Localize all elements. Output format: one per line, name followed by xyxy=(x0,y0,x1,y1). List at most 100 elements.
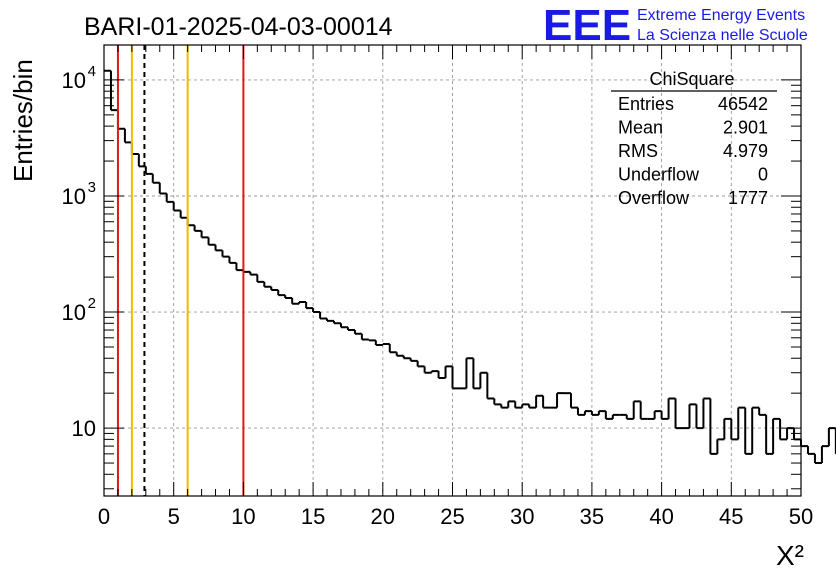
y-tick-label: 10 xyxy=(72,416,96,441)
histogram-bin xyxy=(200,230,209,239)
histogram-bin xyxy=(207,237,216,246)
histogram-bin xyxy=(444,365,453,379)
stats-row-value: 0 xyxy=(758,165,768,185)
histogram-bin xyxy=(339,323,348,329)
histogram-bin xyxy=(632,400,641,419)
histogram-bin xyxy=(193,225,202,232)
histogram-bin xyxy=(639,401,648,420)
histogram-bin xyxy=(521,403,530,408)
eee-logo: EEE Extreme Energy Events La Scienza nel… xyxy=(543,1,808,50)
histogram-bin xyxy=(611,413,620,419)
histogram-bin xyxy=(326,318,335,322)
histogram-bin xyxy=(695,404,704,430)
histogram-bin xyxy=(702,397,711,429)
histogram-bin xyxy=(800,439,808,448)
histogram-bin xyxy=(123,128,132,144)
histogram-bin xyxy=(242,270,251,273)
x-tick-label: 15 xyxy=(301,504,325,529)
histogram-bin xyxy=(284,295,293,300)
logo-mark: EEE xyxy=(543,1,631,50)
histogram-bin xyxy=(597,410,606,415)
x-tick-label: 35 xyxy=(580,504,604,529)
histogram-bin xyxy=(423,366,432,374)
x-tick-label: 25 xyxy=(440,504,464,529)
histogram-bin xyxy=(744,407,753,455)
grid-lines xyxy=(104,45,801,496)
logo-line-1: Extreme Energy Events xyxy=(637,7,805,24)
histogram-bin xyxy=(221,250,230,258)
histogram-bin xyxy=(353,330,362,335)
y-tick-label: 10 xyxy=(62,300,86,325)
stats-box: ChiSquare Entries 46542 Mean 2.901 RMS 4.979 U… xyxy=(611,69,777,208)
histogram-bin xyxy=(737,406,746,440)
histogram-bin xyxy=(312,308,321,314)
histogram-bin xyxy=(576,407,585,416)
histogram-bin xyxy=(256,274,265,283)
histogram xyxy=(104,69,836,465)
histogram-bin xyxy=(277,289,286,297)
histogram-bin xyxy=(827,427,836,447)
histogram-bin xyxy=(228,256,237,264)
histogram-bin xyxy=(263,281,272,288)
chart-title: BARI-01-2025-04-03-00014 xyxy=(84,13,393,41)
histogram-bin xyxy=(590,411,599,416)
histogram-bin xyxy=(779,418,788,441)
histogram-bin xyxy=(569,393,578,409)
histogram-bin xyxy=(813,453,822,465)
histogram-bin xyxy=(493,398,502,406)
logo-line-2: La Scienza nelle Scuole xyxy=(637,27,808,44)
histogram-bin xyxy=(751,406,760,454)
histogram-bin xyxy=(514,401,523,409)
stats-row-label: RMS xyxy=(618,141,658,161)
histogram-bin xyxy=(235,262,244,272)
y-tick-exponent: 4 xyxy=(88,63,96,80)
histogram-bin xyxy=(409,358,418,362)
histogram-bin xyxy=(333,320,341,325)
histogram-bin xyxy=(486,372,495,400)
histogram-bin xyxy=(542,395,551,409)
histogram-bin xyxy=(730,418,739,441)
histogram-bin xyxy=(346,327,355,332)
histogram-bin xyxy=(430,370,439,373)
histogram-bin xyxy=(723,417,732,440)
histogram-bin xyxy=(402,355,411,360)
x-tick-label: 40 xyxy=(649,504,673,529)
histogram-bin xyxy=(367,339,376,342)
reference-lines xyxy=(116,45,245,496)
y-tick-label: 10 xyxy=(62,68,86,93)
x-axis-label: Χ² xyxy=(776,540,804,571)
histogram-bin xyxy=(465,357,474,389)
histogram-bin xyxy=(360,333,369,341)
stats-row-label: Mean xyxy=(618,118,663,138)
histogram-bin xyxy=(535,394,544,408)
x-tick-label: 30 xyxy=(510,504,534,529)
histogram-bin xyxy=(374,340,383,347)
y-axis-label: Entries/bin xyxy=(8,59,38,182)
plot-frame xyxy=(103,44,802,497)
stats-row-label: Entries xyxy=(618,94,674,114)
histogram-bin xyxy=(395,352,404,357)
stats-row-value: 4.979 xyxy=(723,141,768,161)
histogram-bin xyxy=(319,312,328,320)
histogram-bin xyxy=(437,371,446,380)
histogram-bin xyxy=(660,411,669,420)
histogram-bin xyxy=(270,286,279,291)
histogram-bin xyxy=(674,398,683,430)
histogram-bin xyxy=(165,193,174,203)
stats-row-value: 1777 xyxy=(728,188,768,208)
stats-title: ChiSquare xyxy=(649,69,734,89)
histogram-bin xyxy=(507,400,516,408)
histogram-bin xyxy=(688,403,697,429)
histogram-bin xyxy=(716,438,725,454)
histogram-bin xyxy=(479,371,488,389)
x-tick-label: 20 xyxy=(371,504,395,529)
histogram-bin xyxy=(583,410,592,415)
histogram-bin xyxy=(116,110,125,130)
histogram-bin xyxy=(500,404,509,409)
histogram-bin xyxy=(305,302,314,310)
y-tick-exponent: 3 xyxy=(88,179,96,196)
histogram-bin xyxy=(144,166,153,175)
histogram-bin xyxy=(528,404,537,409)
histogram-bin xyxy=(709,398,718,455)
